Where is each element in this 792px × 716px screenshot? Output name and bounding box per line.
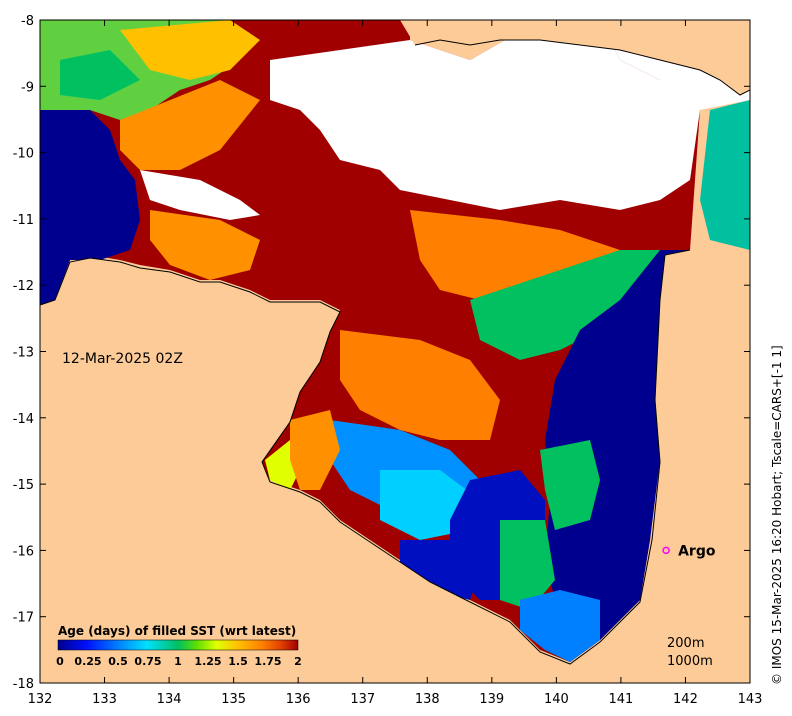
y-tick-label: -16 [13,544,34,559]
y-tick-label: -11 [13,213,34,228]
x-axis: 132 133 134 135 136 137 138 139 140 141 142 143 [28,20,763,707]
argo-label: Argo [678,543,716,559]
colorbar-tick-label: 0 [56,655,64,668]
colorbar-tick-label: 2 [294,655,302,668]
contour-label-1000m: 1000m [667,654,713,669]
coastline [40,249,691,665]
y-tick-label: -8 [21,14,34,29]
x-tick-label: 134 [157,692,182,707]
contour-label-200m: 200m [667,636,704,651]
y-tick-label: -14 [13,412,34,427]
x-tick-label: 142 [673,692,698,707]
x-tick-label: 141 [608,692,633,707]
colorbar-gradient [57,639,299,651]
x-tick-label: 135 [221,692,246,707]
y-tick-label: -10 [13,147,34,162]
colorbar-tick-label: 1.75 [254,655,281,668]
x-tick-label: 139 [479,692,504,707]
y-tick-label: -18 [13,677,34,692]
png-coastline [414,39,750,96]
y-tick-label: -9 [21,80,34,95]
colorbar-tick-label: 0.25 [74,655,101,668]
x-tick-label: 137 [350,692,375,707]
y-tick-label: -13 [13,346,34,361]
colorbar-tick-label: 1 [174,655,182,668]
y-tick-label: -12 [13,279,34,294]
y-tick-label: -17 [13,611,34,626]
x-tick-label: 138 [415,692,440,707]
x-tick-label: 133 [92,692,117,707]
x-tick-label: 140 [544,692,569,707]
colorbar-tick-label: 0.75 [134,655,161,668]
x-tick-label: 143 [738,692,763,707]
x-tick-label: 132 [28,692,53,707]
y-tick-label: -15 [13,478,34,493]
argo-marker [662,546,670,555]
colorbar-tick-label: 1.25 [194,655,221,668]
credit-text: © IMOS 15-Mar-2025 16:20 Hobart; Tscale=… [770,345,784,685]
y-axis: -8 -9 -10 -11 -12 -13 -14 -15 -16 -17 -18 [13,14,750,692]
date-label: 12-Mar-2025 02Z [62,351,183,367]
x-tick-label: 136 [286,692,311,707]
colorbar-tick-label: 0.5 [108,655,128,668]
colorbar-title: Age (days) of filled SST (wrt latest) [58,624,296,638]
land-masses [40,20,750,683]
colorbar-tick-label: 1.5 [228,655,248,668]
